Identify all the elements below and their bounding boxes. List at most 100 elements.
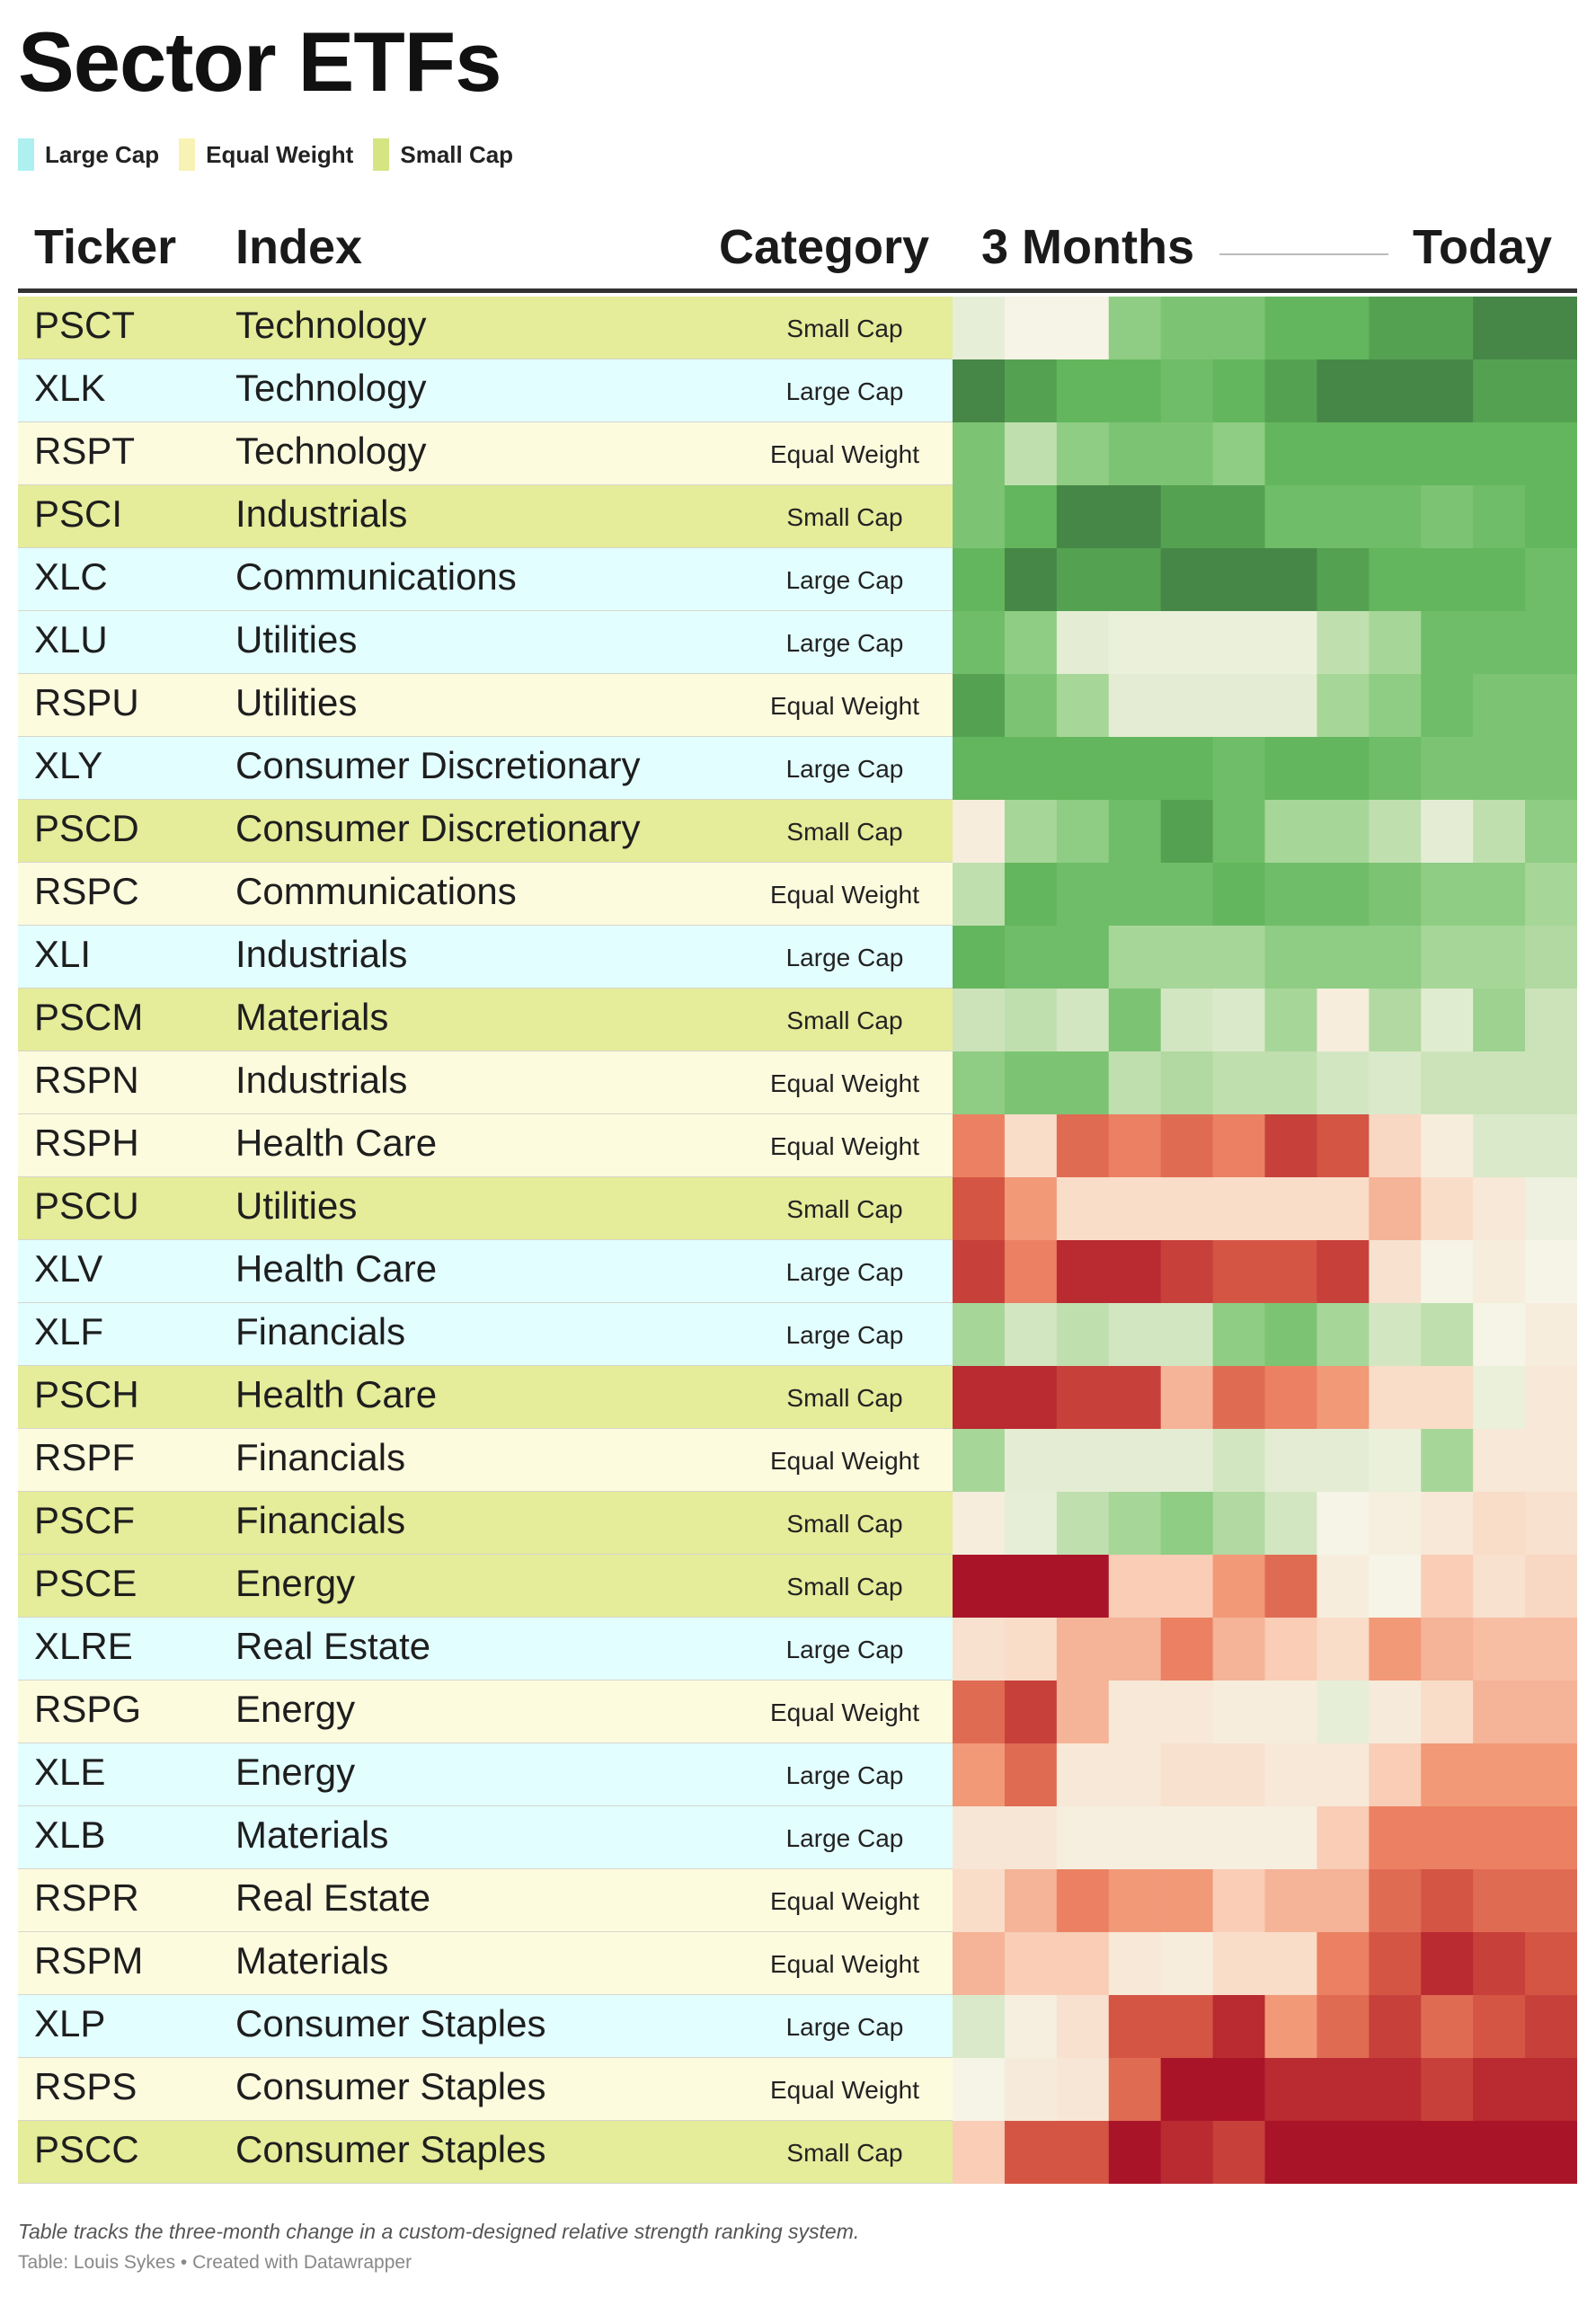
table-row[interactable]: RSPG Energy Equal Weight (18, 1681, 1577, 1743)
heatmap-cell (1525, 1492, 1577, 1555)
table-row[interactable]: XLV Health Care Large Cap (18, 1240, 1577, 1303)
table-row[interactable]: XLB Materials Large Cap (18, 1806, 1577, 1869)
table-row[interactable]: XLU Utilities Large Cap (18, 611, 1577, 674)
heatmap-cell (953, 1177, 1006, 1240)
header-ticker[interactable]: Ticker (34, 220, 177, 274)
heatmap-cell (1421, 1366, 1474, 1429)
table-row[interactable]: PSCT Technology Small Cap (18, 297, 1577, 359)
heatmap-cell (1525, 1995, 1577, 2058)
table-row[interactable]: RSPH Health Care Equal Weight (18, 1114, 1577, 1177)
heatmap-row (953, 1932, 1577, 1995)
table-row[interactable]: XLK Technology Large Cap (18, 359, 1577, 422)
heatmap-cell (1264, 1932, 1318, 1995)
table-row[interactable]: XLRE Real Estate Large Cap (18, 1618, 1577, 1681)
heatmap-cell (1004, 926, 1058, 989)
heatmap-cell (1473, 422, 1526, 485)
heatmap-cell (1421, 737, 1474, 800)
heatmap-cell (1004, 1177, 1058, 1240)
heatmap-cell (1369, 1869, 1422, 1932)
table-row[interactable]: XLP Consumer Staples Large Cap (18, 1995, 1577, 2058)
heatmap-cell (1525, 1177, 1577, 1240)
legend-label-small-cap: Small Cap (400, 140, 514, 168)
heatmap-row (953, 1051, 1577, 1114)
table-row[interactable]: PSCE Energy Small Cap (18, 1555, 1577, 1618)
table-row[interactable]: RSPN Industrials Equal Weight (18, 1051, 1577, 1114)
heatmap-cell (1108, 863, 1162, 926)
table-row[interactable]: PSCC Consumer Staples Small Cap (18, 2121, 1577, 2184)
heatmap-cell (1108, 1492, 1162, 1555)
heatmap-cell (1421, 2121, 1474, 2184)
heatmap-cell (1421, 297, 1474, 359)
heatmap-cell (1369, 1240, 1422, 1303)
heatmap-cell (953, 1618, 1006, 1681)
heatmap-cell (1317, 1492, 1370, 1555)
heatmap-cell (1421, 2058, 1474, 2121)
heatmap-cell (1525, 422, 1577, 485)
table-row[interactable]: XLI Industrials Large Cap (18, 926, 1577, 989)
table-row[interactable]: RSPT Technology Equal Weight (18, 422, 1577, 485)
legend-swatch-large-cap (18, 138, 34, 171)
heatmap-cell (1473, 1995, 1526, 2058)
table-row[interactable]: PSCM Materials Small Cap (18, 989, 1577, 1051)
table-row[interactable]: RSPC Communications Equal Weight (18, 863, 1577, 926)
category-cell: Large Cap (785, 1824, 904, 1852)
heatmap-cell (1525, 1618, 1577, 1681)
index-cell: Materials (235, 996, 389, 1038)
heatmap-cell (1421, 1555, 1474, 1618)
table-row[interactable]: XLC Communications Large Cap (18, 548, 1577, 611)
heatmap-cell (1264, 1555, 1318, 1618)
legend-item-equal-weight: Equal Weight (179, 138, 360, 171)
heatmap-cell (1317, 737, 1370, 800)
ticker-cell: XLK (34, 367, 106, 409)
table-row[interactable]: PSCD Consumer Discretionary Small Cap (18, 800, 1577, 863)
table-row[interactable]: PSCU Utilities Small Cap (18, 1177, 1577, 1240)
heatmap-cell (1317, 1303, 1370, 1366)
ticker-cell: XLY (34, 744, 103, 786)
header-index[interactable]: Index (235, 220, 363, 274)
heatmap-cell (1525, 2058, 1577, 2121)
table-row[interactable]: XLY Consumer Discretionary Large Cap (18, 737, 1577, 800)
heatmap-cell (1369, 1995, 1422, 2058)
heatmap-cell (1369, 1366, 1422, 1429)
heatmap-cell (1264, 1806, 1318, 1869)
heatmap-cell (1108, 1995, 1162, 2058)
table-row[interactable]: RSPS Consumer Staples Equal Weight (18, 2058, 1577, 2121)
heatmap-cell (1212, 1806, 1266, 1869)
heatmap-cell (1160, 1114, 1214, 1177)
heatmap-row (953, 800, 1577, 863)
heatmap-cell (1004, 1869, 1058, 1932)
table-row[interactable]: RSPR Real Estate Equal Weight (18, 1869, 1577, 1932)
index-cell: Industrials (235, 492, 408, 535)
heatmap-cell (953, 297, 1006, 359)
table-row[interactable]: RSPU Utilities Equal Weight (18, 674, 1577, 737)
heatmap-cell (1056, 863, 1110, 926)
heatmap-cell (1108, 2121, 1162, 2184)
heatmap-cell (1056, 2058, 1110, 2121)
heatmap-cell (953, 1114, 1006, 1177)
heatmap-cell (1421, 989, 1474, 1051)
heatmap-cell (1317, 1177, 1370, 1240)
table-row[interactable]: PSCH Health Care Small Cap (18, 1366, 1577, 1429)
table-row[interactable]: PSCI Industrials Small Cap (18, 485, 1577, 548)
table-row[interactable]: XLF Financials Large Cap (18, 1303, 1577, 1366)
heatmap-cell (953, 674, 1006, 737)
ticker-cell: RSPH (34, 1122, 139, 1164)
heatmap-cell (1004, 1618, 1058, 1681)
heatmap-cell (1108, 737, 1162, 800)
table-row[interactable]: RSPF Financials Equal Weight (18, 1429, 1577, 1492)
heatmap-cell (1212, 1114, 1266, 1177)
heatmap-cell (953, 1303, 1006, 1366)
header-category[interactable]: Category (719, 220, 930, 274)
category-cell: Large Cap (785, 1321, 904, 1349)
table-row[interactable]: RSPM Materials Equal Weight (18, 1932, 1577, 1995)
heatmap-cell (1473, 359, 1526, 422)
table-row[interactable]: XLE Energy Large Cap (18, 1743, 1577, 1806)
heatmap-cell (1421, 1681, 1474, 1743)
heatmap-cell (1369, 548, 1422, 611)
heatmap-cell (1004, 1806, 1058, 1869)
heatmap-cell (1421, 800, 1474, 863)
heatmap-cell (1056, 1177, 1110, 1240)
heatmap-cell (953, 2058, 1006, 2121)
heatmap-cell (1160, 1051, 1214, 1114)
table-row[interactable]: PSCF Financials Small Cap (18, 1492, 1577, 1555)
